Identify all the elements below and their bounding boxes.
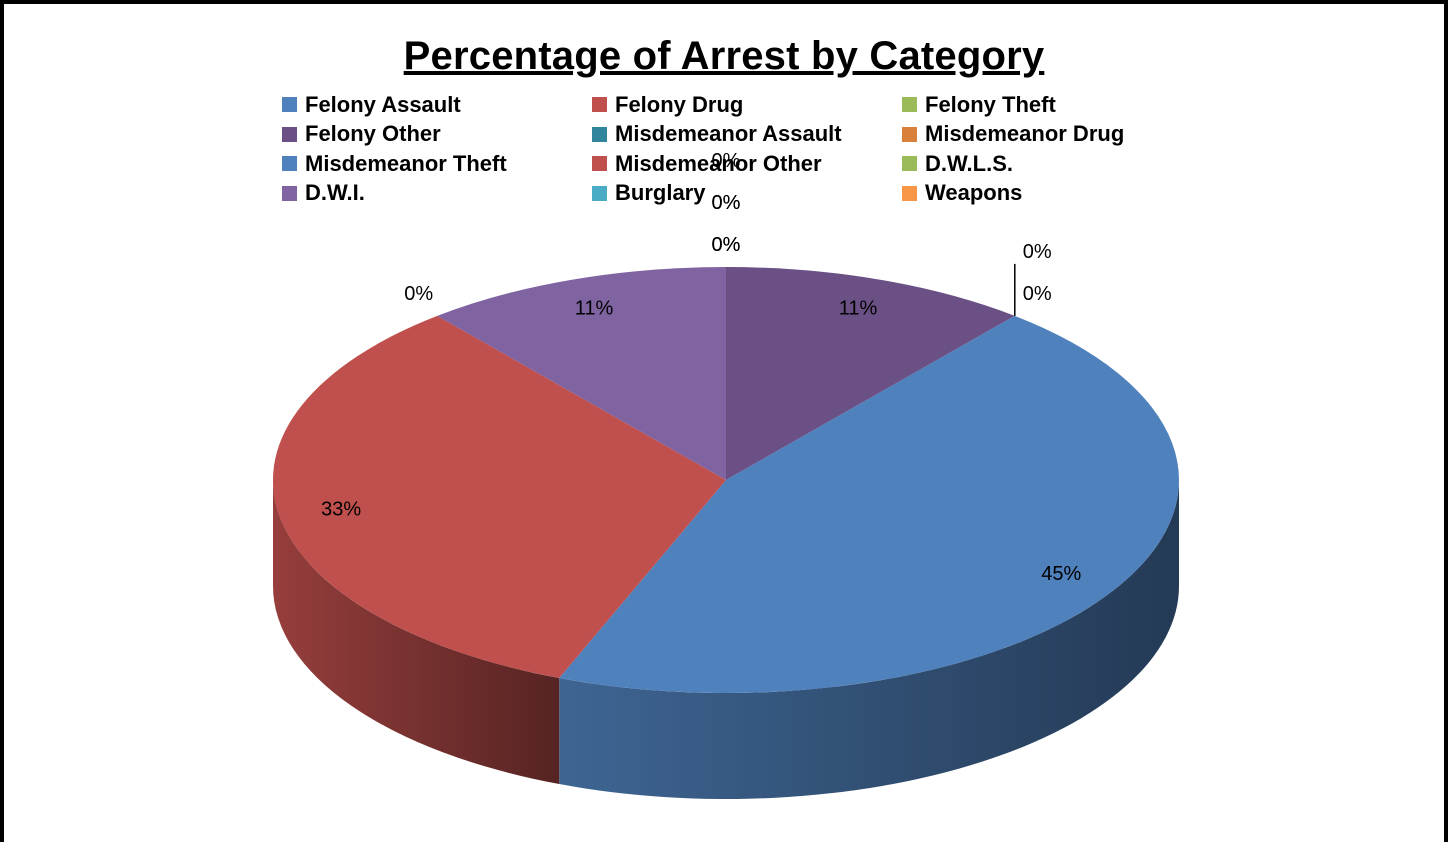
pie-slice-d-w-i [437,267,726,480]
pie-side-misdemeanor-other [273,480,560,785]
data-label-d-w-i: 11% [575,298,614,320]
legend-item-felony-other: Felony Other [282,120,592,150]
legend-item-misdemeanor-drug: Misdemeanor Drug [902,120,1212,150]
legend-item-felony-theft: Felony Theft [902,90,1212,120]
legend-swatch [902,126,917,142]
pie-slices [272,267,1180,694]
legend-label: Felony Drug [615,91,744,117]
legend-swatch [902,185,917,201]
legend-swatch [592,97,607,113]
legend-swatch [282,156,297,172]
legend-item-d-w-i: D.W.I. [282,179,592,209]
legend-item-d-w-l-s: D.W.L.S. [902,149,1212,179]
legend-label: Misdemeanor Other [615,150,822,176]
legend-label: Burglary [615,180,706,206]
legend-swatch [282,97,297,113]
legend-label: Weapons [925,180,1023,206]
legend-label: Felony Other [305,121,441,147]
legend-swatch [592,156,607,172]
data-label-felony-drug: 0% [712,192,741,214]
pie-side-walls [273,480,1179,800]
data-label-felony-assault: 0% [712,234,741,256]
data-label-felony-other: 11% [839,298,878,320]
pie-slice-felony-other [726,267,1015,480]
legend-swatch [592,126,607,142]
legend-label: Felony Assault [305,91,461,117]
chart-title: Percentage of Arrest by Category [403,34,1045,78]
pie-side-misdemeanor-theft [559,480,1179,800]
legend-swatch [282,185,297,201]
legend-item-misdemeanor-other: Misdemeanor Other [592,149,902,179]
chart-legend: Felony Assault Felony Drug Felony Theft Fel… [282,90,1212,208]
data-label-misdemeanor-other: 33% [321,499,361,521]
legend-item-weapons: Weapons [902,179,1212,209]
data-label-misdemeanor-drug: 0% [1023,241,1052,263]
legend-item-felony-assault: Felony Assault [282,90,592,120]
legend-label: Felony Theft [925,91,1056,117]
legend-label: Misdemeanor Theft [305,150,507,176]
legend-item-felony-drug: Felony Drug [592,90,902,120]
data-label-weapons: 0% [712,192,741,214]
legend-label: Misdemeanor Drug [925,121,1125,147]
data-label-burglary: 0% [712,234,741,256]
data-label-d-w-l-s: 0% [404,283,433,305]
pie-data-labels: 0%0%0%11%0%0%45%33%0%11%0%0% [321,150,1081,585]
legend-label: Misdemeanor Assault [615,121,842,147]
data-label-misdemeanor-assault: 0% [1023,283,1052,305]
legend-swatch [592,185,607,201]
data-label-misdemeanor-theft: 45% [1041,563,1081,585]
legend-label: D.W.L.S. [925,150,1013,176]
legend-swatch [282,126,297,142]
legend-item-misdemeanor-theft: Misdemeanor Theft [282,149,592,179]
data-label-felony-theft: 0% [712,150,741,172]
legend-item-burglary: Burglary [592,179,902,209]
legend-swatch [902,156,917,172]
pie-slice-misdemeanor-theft [559,315,1180,694]
legend-label: D.W.I. [305,180,365,206]
legend-item-misdemeanor-assault: Misdemeanor Assault [592,120,902,150]
pie-slice-misdemeanor-other [272,315,726,679]
legend-swatch [902,97,917,113]
